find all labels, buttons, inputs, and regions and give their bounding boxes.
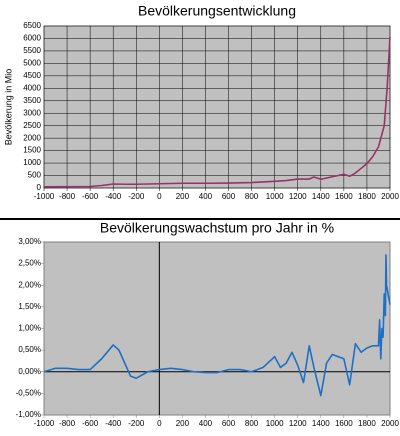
y-tick-label: 1,50% xyxy=(18,302,41,311)
y-tick-label: 4500 xyxy=(23,71,41,80)
x-tick-label: 200 xyxy=(176,419,190,428)
y-tick-label: 2500 xyxy=(23,121,41,130)
x-tick-label: 1000 xyxy=(266,192,284,201)
y-tick-label: -0,50% xyxy=(16,388,41,397)
y-tick-label: 1,00% xyxy=(18,324,41,333)
x-tick-label: -1000 xyxy=(34,192,55,201)
x-tick-label: 200 xyxy=(176,192,190,201)
x-tick-label: 1400 xyxy=(312,419,330,428)
x-tick-label: 1800 xyxy=(358,419,376,428)
y-tick-label: 0 xyxy=(37,183,42,192)
x-tick-label: -200 xyxy=(128,419,145,428)
y-tick-label: 500 xyxy=(28,171,42,180)
x-tick-label: 600 xyxy=(222,419,236,428)
x-tick-label: 1000 xyxy=(266,419,284,428)
x-tick-label: 1600 xyxy=(335,192,353,201)
plot-area xyxy=(43,25,391,189)
x-tick-label: 400 xyxy=(199,192,213,201)
y-axis-title: Bevölkerung in Mio xyxy=(3,69,13,146)
x-tick-label: 2000 xyxy=(381,419,399,428)
x-tick-label: -600 xyxy=(82,192,99,201)
data-line xyxy=(43,254,391,397)
y-tick-label: 3,00% xyxy=(18,237,41,246)
x-tick-label: 800 xyxy=(245,419,259,428)
x-tick-label: -800 xyxy=(59,192,76,201)
chart-title: Bevölkerungsentwicklung xyxy=(138,3,296,19)
x-tick-label: -600 xyxy=(82,419,99,428)
x-tick-label: -1000 xyxy=(34,419,55,428)
x-tick-label: -200 xyxy=(128,192,145,201)
y-tick-label: 0,00% xyxy=(18,367,41,376)
y-tick-label: 3500 xyxy=(23,96,41,105)
x-tick-label: 1600 xyxy=(335,419,353,428)
x-tick-label: 2000 xyxy=(381,192,399,201)
y-tick-label: 4000 xyxy=(23,83,41,92)
y-tick-label: 2,50% xyxy=(18,259,41,268)
y-tick-label: 0,50% xyxy=(18,345,41,354)
y-tick-label: 6000 xyxy=(23,34,41,43)
y-tick-label: 2,00% xyxy=(18,280,41,289)
x-tick-label: 1200 xyxy=(289,419,307,428)
x-tick-label: 600 xyxy=(222,192,236,201)
chart-title: Bevölkerungswachstum pro Jahr in % xyxy=(100,220,334,236)
y-tick-label: -1,00% xyxy=(16,410,41,419)
x-tick-label: 1400 xyxy=(312,192,330,201)
x-tick-label: 0 xyxy=(157,419,162,428)
y-tick-label: 3000 xyxy=(23,108,41,117)
x-tick-label: 400 xyxy=(199,419,213,428)
y-tick-label: 2000 xyxy=(23,133,41,142)
x-tick-label: -400 xyxy=(105,419,122,428)
x-tick-label: 0 xyxy=(157,192,162,201)
x-tick-label: -800 xyxy=(59,419,76,428)
y-tick-label: 1000 xyxy=(23,158,41,167)
data-line xyxy=(43,36,391,188)
x-tick-label: 800 xyxy=(245,192,259,201)
y-tick-label: 5500 xyxy=(23,46,41,55)
x-tick-label: -400 xyxy=(105,192,122,201)
y-tick-label: 5000 xyxy=(23,58,41,67)
x-tick-label: 1200 xyxy=(289,192,307,201)
x-tick-label: 1800 xyxy=(358,192,376,201)
y-tick-label: 1500 xyxy=(23,146,41,155)
plot-area xyxy=(43,241,391,416)
y-tick-label: 6500 xyxy=(23,21,41,30)
